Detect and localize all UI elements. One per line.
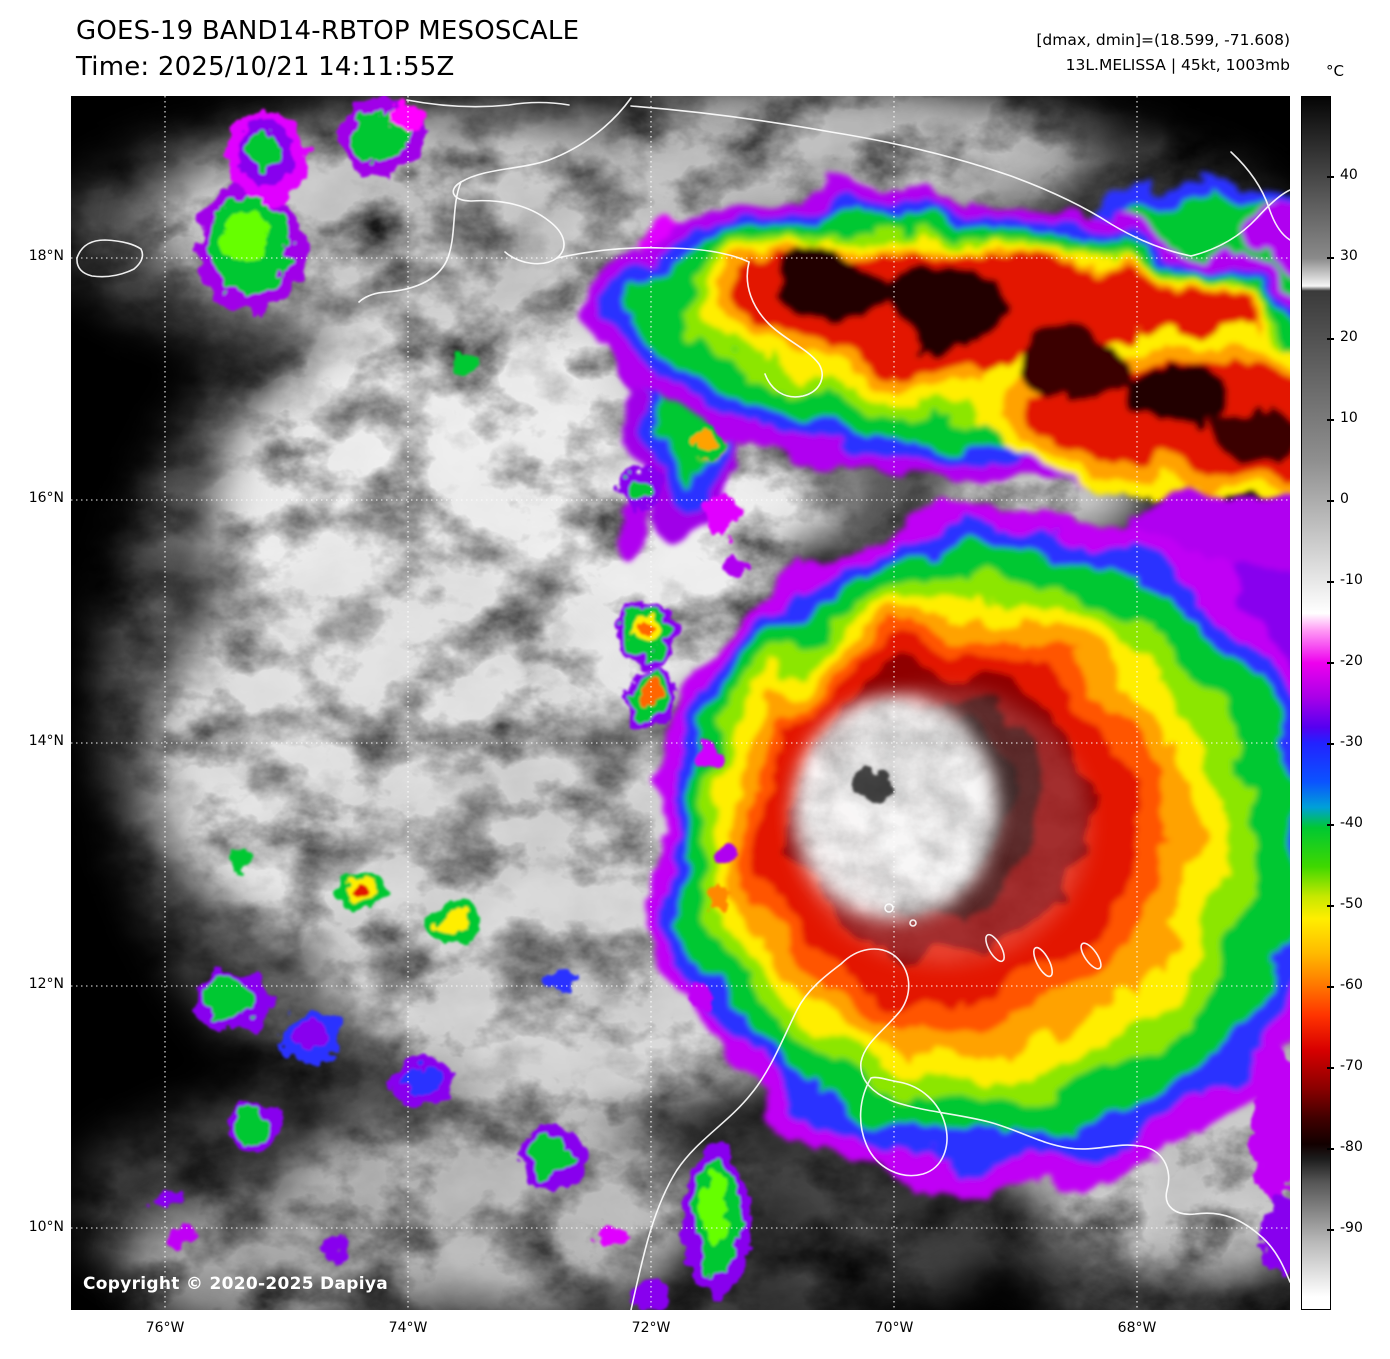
- colorbar-tick: 40: [1327, 167, 1358, 187]
- lat-label-10n: 10°N: [28, 1219, 64, 1235]
- coastline-cuba-tip: [406, 99, 570, 108]
- storm-center-overcast: [791, 686, 1091, 966]
- islet-2: [909, 919, 917, 927]
- coastline-lake-maracaibo: [859, 1076, 948, 1177]
- colorbar-tick: -60: [1327, 977, 1363, 997]
- coastline-hispaniola-top: [630, 105, 1192, 257]
- coastline-hispaniola-north: [556, 246, 750, 263]
- lat-label-14n: 14°N: [28, 733, 64, 749]
- scattered-convection: [152, 100, 1290, 1305]
- coastline-east-tip: [1190, 189, 1290, 257]
- lat-label-18n: 18°N: [28, 248, 64, 264]
- island-bonaire: [1080, 942, 1102, 970]
- lat-label-12n: 12°N: [28, 976, 64, 992]
- colorbar-tick: 30: [1327, 248, 1358, 268]
- colorbar-tick: -70: [1327, 1058, 1363, 1078]
- colorbar-tick: 10: [1327, 410, 1358, 430]
- lat-label-16n: 16°N: [28, 490, 64, 506]
- northern-convective-band: [590, 180, 1290, 503]
- satellite-image: [71, 96, 1290, 1310]
- islet-1: [884, 903, 894, 913]
- lat-lon-grid: [71, 96, 1290, 1310]
- coastline-haiti-south: [358, 181, 462, 303]
- timestamp: Time: 2025/10/21 14:11:55Z: [76, 52, 455, 82]
- colorbar-tick: -40: [1327, 815, 1363, 835]
- header-info: [dmax, dmin]=(18.599, -71.608) 13L.MELIS…: [1036, 28, 1290, 78]
- colorbar-tick: -10: [1327, 572, 1363, 592]
- colorbar-tick: -80: [1327, 1139, 1363, 1159]
- satellite-map: Copyright © 2020-2025 Dapiya: [71, 96, 1290, 1310]
- colorbar-tick: -90: [1327, 1220, 1363, 1240]
- dmax-dmin-readout: [dmax, dmin]=(18.599, -71.608): [1036, 31, 1290, 49]
- coastlines: [76, 97, 1290, 1310]
- coastline-haiti-se: [746, 261, 823, 398]
- lon-label-72w: 72°W: [631, 1320, 671, 1336]
- lon-label-68w: 68°W: [1117, 1320, 1157, 1336]
- colorbar-tick: -50: [1327, 896, 1363, 916]
- island-aruba: [985, 933, 1005, 963]
- colorbar-tick: -30: [1327, 734, 1363, 754]
- island-curacao: [1033, 946, 1053, 978]
- lon-label-76w: 76°W: [145, 1320, 185, 1336]
- storm-info: 13L.MELISSA | 45kt, 1003mb: [1065, 56, 1290, 74]
- colorbar-unit-label: °C: [1326, 62, 1344, 80]
- coastline-top-right-isle: [1230, 151, 1290, 241]
- coastline-jamaica: [76, 239, 144, 278]
- colorbar-tick: -20: [1327, 653, 1363, 673]
- page-title: GOES-19 BAND14-RBTOP MESOSCALE: [76, 16, 580, 46]
- lon-label-70w: 70°W: [874, 1320, 914, 1336]
- coastline-south-america: [630, 948, 1290, 1310]
- colorbar-tick: 20: [1327, 329, 1358, 349]
- colorbar-tick: 0: [1327, 491, 1349, 511]
- lon-label-74w: 74°W: [388, 1320, 428, 1336]
- temperature-colorbar: [1301, 96, 1331, 1310]
- copyright-watermark: Copyright © 2020-2025 Dapiya: [83, 1274, 388, 1294]
